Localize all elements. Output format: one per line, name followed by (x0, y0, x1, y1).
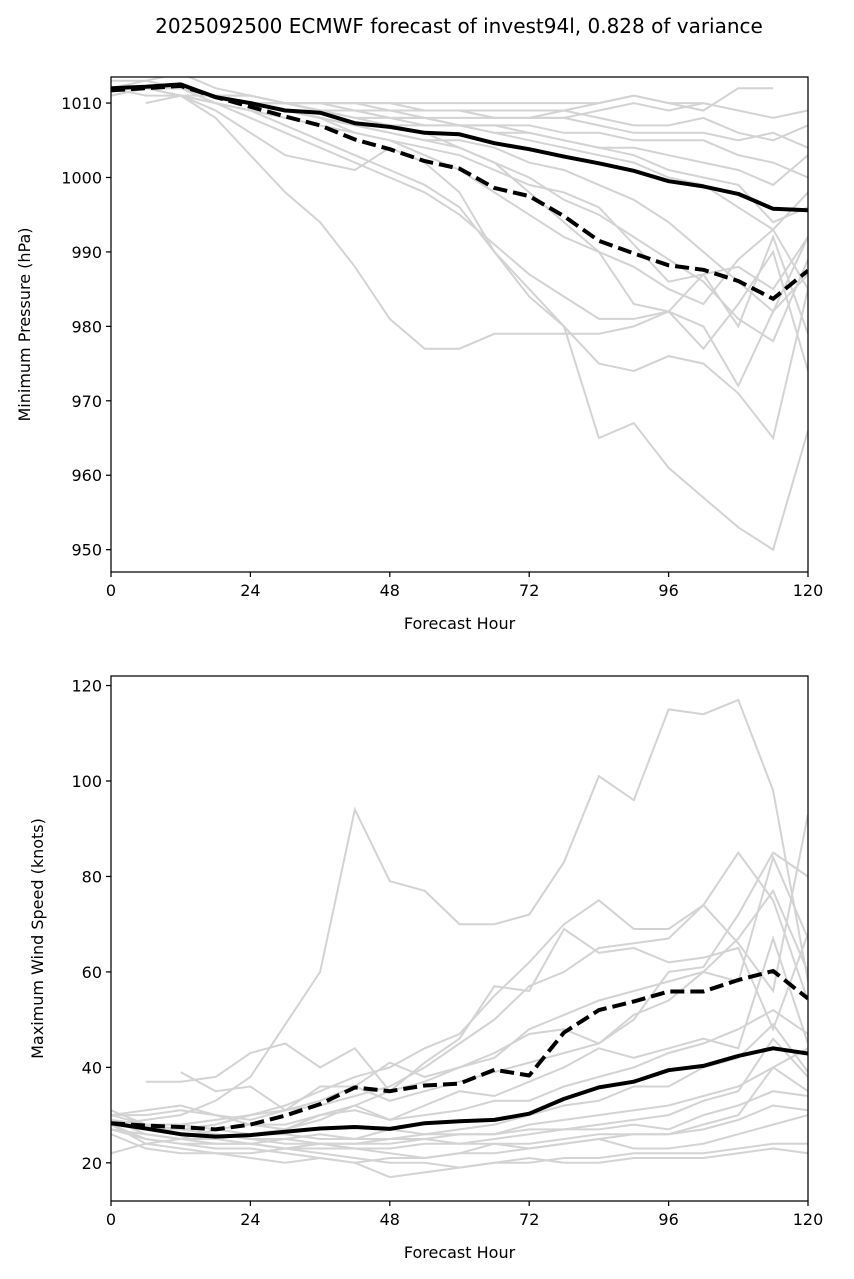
wind-y-tick-label: 120 (71, 677, 102, 696)
wind-y-tick-label: 60 (82, 963, 102, 982)
wind-y-ticks: 20 40 60 80 100 120 (71, 677, 111, 1173)
wind-x-tick-label: 0 (106, 1210, 116, 1229)
pressure-panel: 0 24 48 72 96 120 950 960 970 980 990 1000 1010 For… (15, 76, 823, 633)
wind-member-line (111, 1123, 808, 1179)
wind-axes-frame (110, 675, 809, 1202)
wind-highlight-lines (111, 969, 808, 1139)
pressure-x-tick-label: 120 (793, 581, 824, 600)
wind-x-axis-label: Forecast Hour (404, 1243, 516, 1262)
wind-member-line (111, 1008, 808, 1126)
pressure-ensemble-dashed-line (111, 83, 808, 301)
wind-ensemble-dashed-line (111, 969, 808, 1132)
pressure-y-tick-label: 1010 (61, 94, 102, 113)
pressure-y-tick-label: 970 (71, 392, 102, 411)
pressure-x-tick-label: 72 (519, 581, 539, 600)
wind-y-tick-label: 100 (71, 772, 102, 791)
pressure-member-line (111, 87, 808, 389)
wind-x-ticks: 0 24 48 72 96 120 (106, 1201, 823, 1229)
pressure-ensemble-solid-line (111, 82, 808, 213)
pressure-axes-frame (110, 76, 809, 573)
pressure-y-ticks: 950 960 970 980 990 1000 1010 (61, 94, 111, 560)
wind-x-tick-label: 48 (380, 1210, 400, 1229)
pressure-x-tick-label: 24 (240, 581, 260, 600)
pressure-member-line (111, 87, 808, 441)
wind-x-tick-label: 24 (240, 1210, 260, 1229)
pressure-x-ticks: 0 24 48 72 96 120 (106, 572, 823, 600)
wind-y-tick-label: 40 (82, 1058, 102, 1077)
wind-y-tick-label: 20 (82, 1154, 102, 1173)
pressure-y-axis-label: Minimum Pressure (hPa) (15, 228, 34, 422)
pressure-member-line (111, 87, 808, 372)
pressure-y-tick-label: 960 (71, 466, 102, 485)
wind-x-tick-label: 96 (658, 1210, 678, 1229)
chart-title: 2025092500 ECMWF forecast of invest94l, … (155, 14, 763, 38)
pressure-member-line (111, 87, 808, 291)
wind-member-line (111, 814, 808, 1131)
wind-member-line (111, 698, 808, 1126)
wind-y-tick-label: 80 (82, 867, 102, 886)
wind-ensemble-solid-line (111, 1046, 808, 1139)
pressure-y-tick-label: 950 (71, 541, 102, 560)
wind-member-line (145, 927, 808, 1093)
wind-member-line (111, 935, 808, 1141)
pressure-x-tick-label: 96 (658, 581, 678, 600)
wind-member-line (111, 854, 808, 1121)
pressure-y-tick-label: 990 (71, 243, 102, 262)
pressure-highlight-lines (111, 82, 808, 301)
wind-x-tick-label: 120 (793, 1210, 824, 1229)
pressure-x-axis-label: Forecast Hour (404, 614, 516, 633)
wind-y-axis-label: Maximum Wind Speed (knots) (28, 818, 47, 1059)
wind-panel: 0 24 48 72 96 120 20 40 60 80 100 120 Forecast Hou… (28, 675, 823, 1262)
pressure-y-tick-label: 1000 (61, 168, 102, 187)
pressure-x-tick-label: 0 (106, 581, 116, 600)
wind-x-tick-label: 72 (519, 1210, 539, 1229)
pressure-x-tick-label: 48 (380, 581, 400, 600)
pressure-member-line (111, 87, 808, 149)
wind-member-line (111, 1090, 808, 1140)
pressure-y-tick-label: 980 (71, 317, 102, 336)
